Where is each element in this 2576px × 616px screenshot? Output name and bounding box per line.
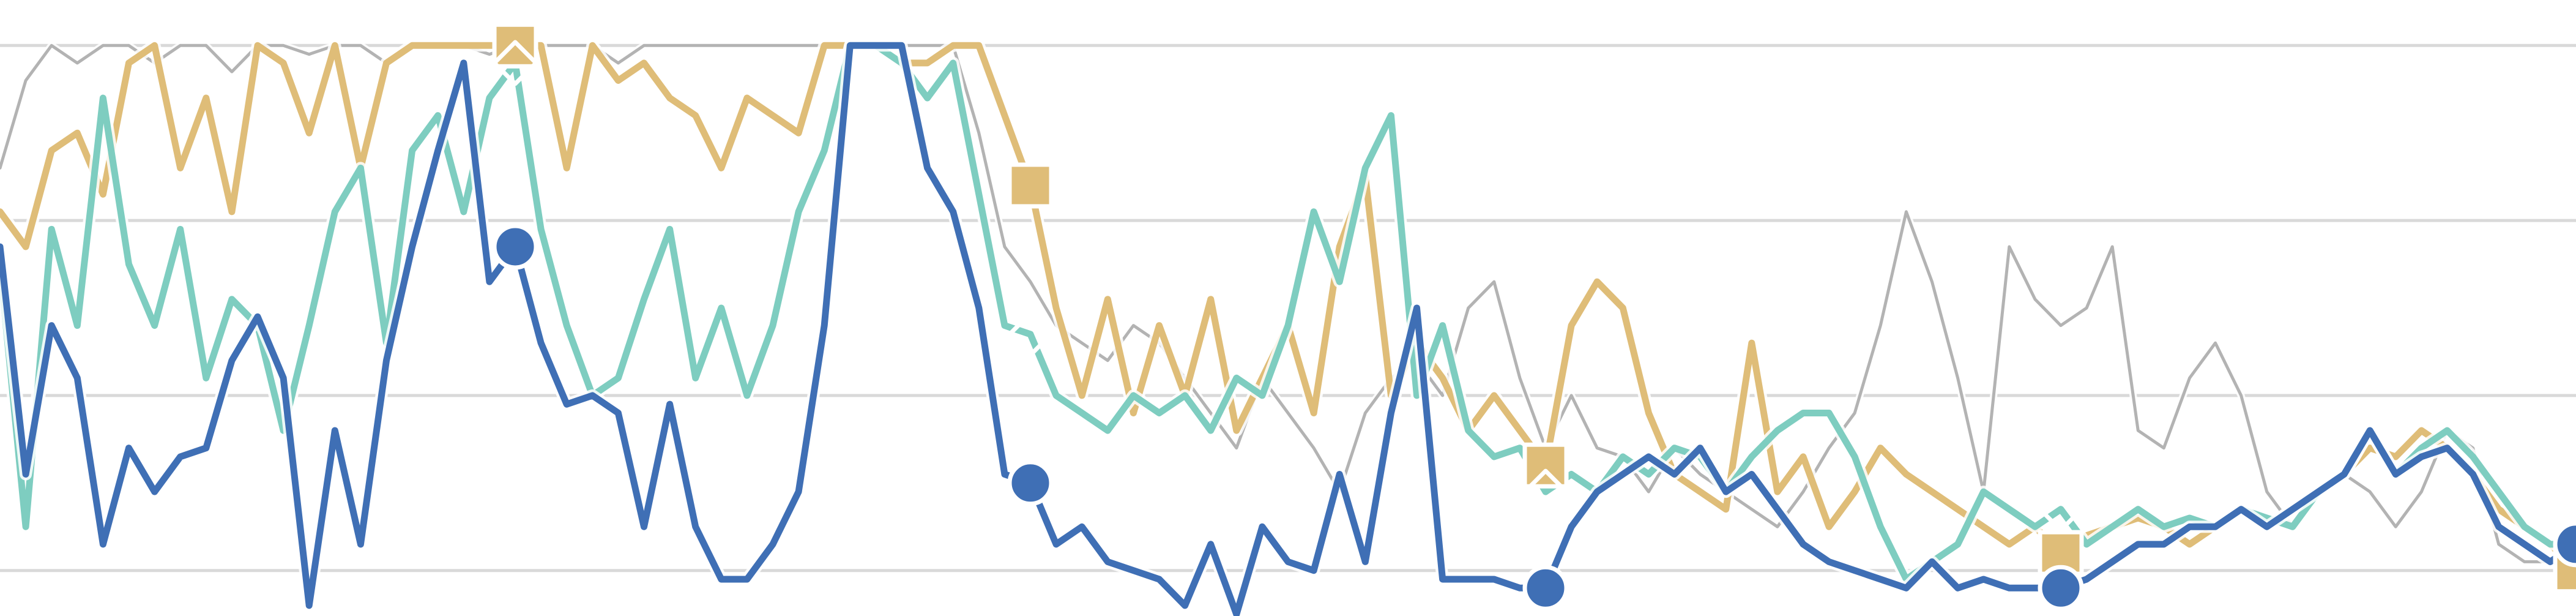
- marker: [1522, 565, 1569, 611]
- marker: [1522, 468, 1569, 515]
- marker: [1007, 162, 1054, 209]
- marker: [492, 223, 538, 270]
- marker: [1007, 311, 1054, 358]
- line: [0, 42, 2576, 616]
- marker: [492, 22, 538, 69]
- marker: [2038, 486, 2084, 533]
- marker: [1522, 442, 1569, 489]
- marker: [1007, 460, 1054, 506]
- marker: [492, 40, 538, 86]
- line: [0, 42, 2576, 583]
- marker: [2553, 521, 2576, 568]
- marker: [2038, 565, 2084, 611]
